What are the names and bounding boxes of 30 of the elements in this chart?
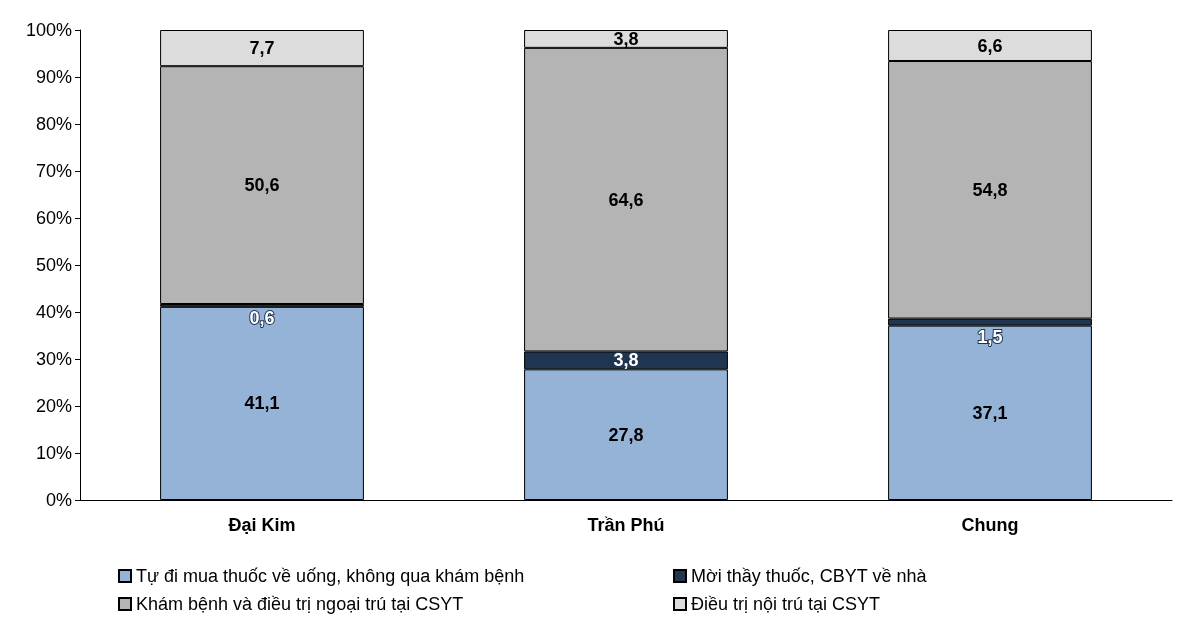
- data-label: 0,6: [249, 307, 275, 328]
- y-tick-label: 10%: [35, 443, 72, 463]
- data-label: 64,6: [608, 189, 644, 210]
- legend-label: Mời thầy thuốc, CBYT về nhà: [691, 566, 928, 586]
- legend-label: Tự đi mua thuốc về uống, không qua khám bệnh: [136, 566, 525, 586]
- y-tick-label: 70%: [35, 161, 72, 181]
- data-label: 1,5: [977, 326, 1003, 347]
- y-tick-label: 0%: [45, 490, 72, 510]
- x-tick-label: Đại Kim: [228, 515, 296, 535]
- y-tick-label: 30%: [35, 349, 72, 369]
- data-label: 27,8: [608, 424, 644, 445]
- y-tick-label: 40%: [35, 302, 72, 322]
- y-tick-label: 100%: [25, 20, 72, 40]
- x-tick-label: Trần Phú: [587, 515, 665, 535]
- data-label: 3,8: [613, 28, 639, 49]
- y-tick-label: 60%: [35, 208, 72, 228]
- data-label: 50,6: [244, 175, 280, 196]
- data-label: 37,1: [972, 402, 1008, 423]
- y-tick-label: 20%: [35, 396, 72, 416]
- y-tick-label: 50%: [35, 255, 72, 275]
- y-tick-label: 90%: [35, 67, 72, 87]
- legend-label: Điều trị nội trú tại CSYT: [691, 594, 881, 614]
- data-label: 54,8: [972, 179, 1008, 200]
- data-label: 3,8: [613, 350, 639, 371]
- x-tick-label: Chung: [961, 515, 1019, 535]
- y-tick-label: 80%: [35, 114, 72, 134]
- legend-label: Khám bệnh và điều trị ngoại trú tại CSYT: [136, 594, 464, 614]
- data-label: 6,6: [977, 35, 1003, 56]
- data-label: 41,1: [244, 393, 280, 414]
- data-label: 7,7: [249, 38, 275, 59]
